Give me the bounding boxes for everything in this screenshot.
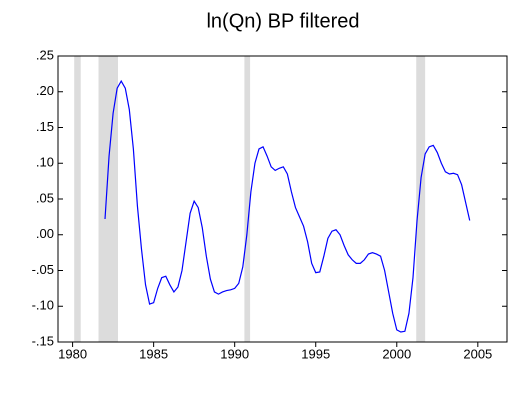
series-line <box>104 79 471 333</box>
y-tick-label: -.15 <box>32 333 54 348</box>
y-tick-label: .00 <box>36 226 54 241</box>
x-tick-label: 1985 <box>139 346 168 361</box>
x-tick-label: 1980 <box>58 346 87 361</box>
recession-shade <box>416 56 426 342</box>
chart-title: ln(Qn) BP filtered <box>206 10 359 32</box>
y-tick-label: .25 <box>36 47 54 62</box>
x-tick-label: 2000 <box>382 346 411 361</box>
x-tick-label: 1990 <box>220 346 249 361</box>
y-tick-label: .15 <box>36 119 54 134</box>
y-tick-label: -.10 <box>32 298 54 313</box>
y-tick-label: .10 <box>36 155 54 170</box>
recession-shade <box>244 56 251 342</box>
plot-frame <box>57 55 508 343</box>
y-tick-label: -.05 <box>32 262 54 277</box>
x-tick-label: 2005 <box>463 346 492 361</box>
recession-shade <box>74 56 81 342</box>
recession-shade <box>98 56 118 342</box>
x-tick-label: 1995 <box>301 346 330 361</box>
y-tick-label: .20 <box>36 83 54 98</box>
y-tick-label: .05 <box>36 190 54 205</box>
